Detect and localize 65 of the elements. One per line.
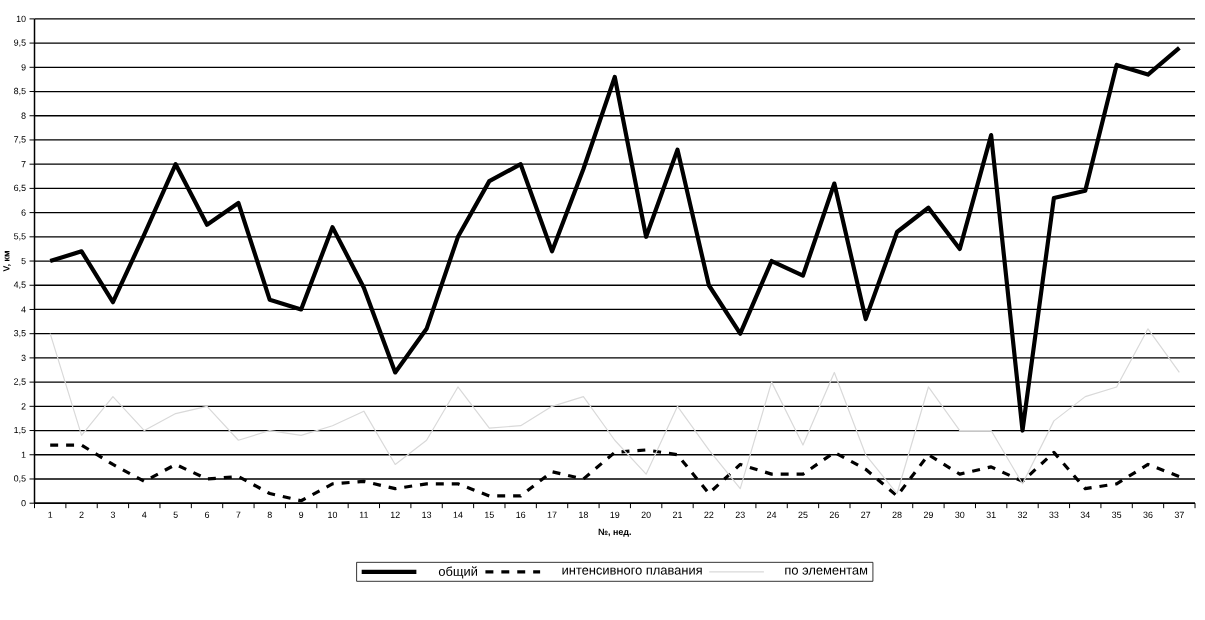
y-axis-title: V, км [3,251,11,272]
y-tick-label: 8 [21,112,26,120]
y-tick-label: 2 [21,403,26,410]
y-tick-label: 6,5 [14,184,26,193]
y-tick-label: 8,5 [14,88,26,96]
x-tick-label: 3 [110,511,116,519]
x-tick-label: 9 [299,511,304,519]
x-tick-label: 30 [955,511,965,519]
x-tick-label: 29 [923,511,933,519]
y-tick-label: 1 [21,451,26,459]
x-tick-label: 10 [328,511,338,519]
x-tick-label: 15 [485,511,494,519]
x-tick-label: 4 [142,511,147,519]
x-tick-label: 2 [79,511,84,519]
x-tick-label: 22 [704,511,714,519]
x-tick-label: 14 [453,511,463,519]
legend-label: интенсивного плавания [562,567,702,575]
x-tick-label: 25 [798,511,808,519]
x-tick-label: 24 [767,511,777,519]
x-tick-label: 21 [672,511,683,519]
y-tick-label: 3,5 [13,330,26,338]
x-tick-label: 34 [1080,511,1090,519]
x-tick-label: 18 [579,511,588,519]
y-tick-label: 5,5 [14,233,26,241]
y-tick-label: 4,5 [13,281,26,290]
x-tick-label: 8 [267,511,272,519]
y-tick-label: 0 [21,500,26,507]
y-tick-label: 1,5 [14,427,26,435]
y-tick-label: 7,5 [14,136,26,144]
line-series [48,46,1182,433]
x-tick-label: 7 [236,511,241,519]
y-tick-label: 7 [21,161,26,168]
x-tick-label: 37 [1174,511,1184,519]
y-tick-label: 9 [21,64,26,71]
x-tick-label: 32 [1017,511,1028,519]
x-tick-label: 17 [547,511,557,519]
x-axis-title: №, нед. [598,528,631,537]
x-tick-label: 11 [359,511,369,519]
x-tick-label: 16 [516,511,526,519]
x-tick-label: 26 [829,511,839,519]
y-tick-label: 4 [21,306,26,313]
x-tick-label: 27 [861,511,871,519]
line-series [49,328,1180,495]
y-tick-label: 6 [21,209,26,216]
y-tick-label: 5 [21,258,26,265]
x-tick-label: 36 [1143,511,1153,519]
legend-label: общий [438,566,477,579]
x-tick-label: 23 [735,511,745,519]
x-tick-label: 35 [1112,511,1122,519]
y-tick-label: 9,5 [14,39,26,47]
x-tick-label: 12 [390,511,400,519]
x-tick-label: 13 [422,511,432,519]
x-tick-label: 33 [1049,511,1059,519]
x-tick-label: 31 [986,511,996,519]
legend-label: по элементам [785,567,868,575]
y-tick-label: 3 [21,354,26,362]
x-tick-label: 1 [48,511,53,519]
y-tick-label: 2,5 [14,378,26,387]
y-tick-label: 10 [16,15,26,23]
x-tick-label: 28 [892,511,902,519]
y-tick-label: 0,5 [13,475,26,483]
x-tick-label: 20 [641,511,651,519]
x-tick-label: 5 [173,511,178,519]
x-tick-label: 6 [204,511,210,519]
x-tick-label: 19 [610,511,620,519]
